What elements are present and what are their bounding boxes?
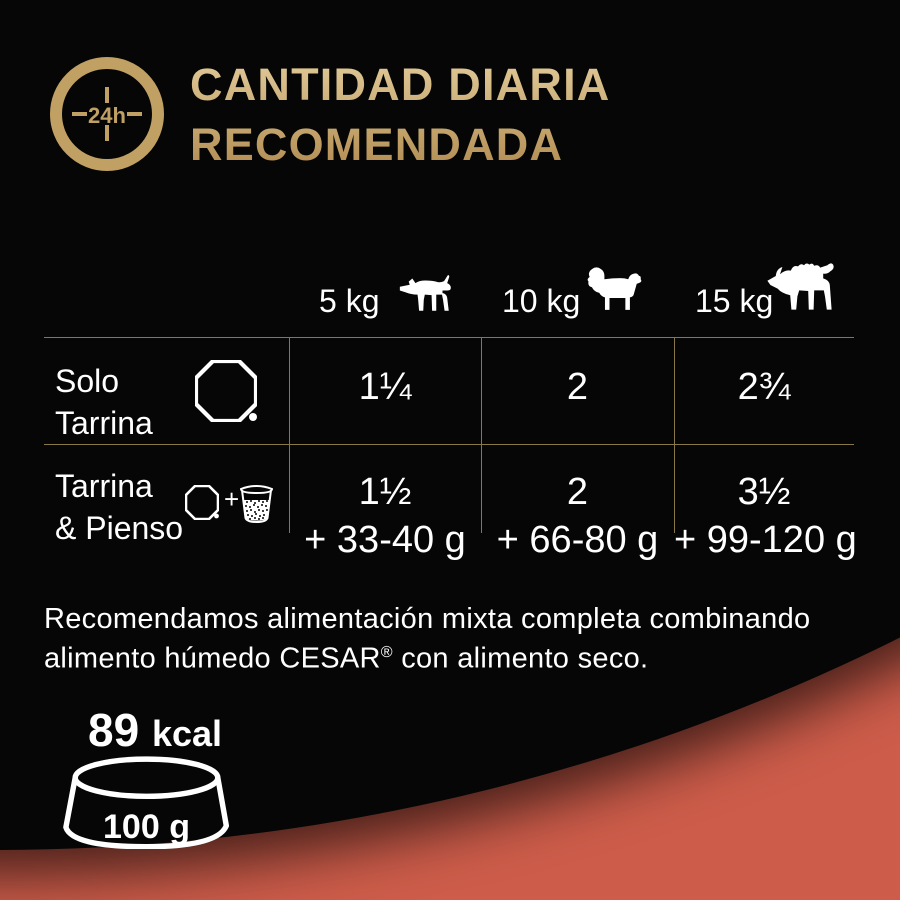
svg-text:24h: 24h xyxy=(88,103,126,128)
